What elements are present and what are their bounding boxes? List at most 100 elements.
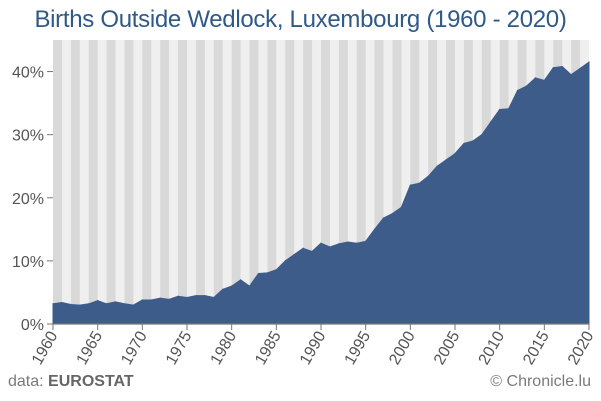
data-point xyxy=(552,67,554,69)
data-point xyxy=(195,295,197,297)
data-point xyxy=(284,260,286,262)
data-point xyxy=(508,108,510,110)
x-tick-label: 2010 xyxy=(476,328,509,367)
background-stripe xyxy=(303,40,313,324)
data-point xyxy=(275,269,277,271)
background-stripe xyxy=(356,40,366,324)
x-tick-label: 1995 xyxy=(342,328,375,367)
x-tick-label: 2015 xyxy=(520,328,553,367)
y-tick-label: 40% xyxy=(12,65,44,82)
data-point xyxy=(114,301,117,303)
data-point xyxy=(445,159,447,161)
data-point xyxy=(588,61,590,63)
data-point xyxy=(454,153,456,155)
background-stripe xyxy=(285,40,295,324)
data-point xyxy=(409,184,411,186)
x-tick-label: 2000 xyxy=(386,328,419,367)
data-point xyxy=(52,303,54,305)
background-stripe xyxy=(321,40,330,324)
data-point xyxy=(347,241,349,243)
y-axis-ticks: 0% 10% 20% 30% 40% xyxy=(12,65,53,334)
x-tick-label: 1970 xyxy=(118,328,151,367)
x-tick-label: 2005 xyxy=(431,328,464,367)
x-tick-label: 1980 xyxy=(208,328,241,367)
data-point xyxy=(302,247,304,249)
area-series xyxy=(52,61,590,325)
y-tick-label: 0% xyxy=(21,317,44,334)
y-tick-label: 20% xyxy=(12,191,44,208)
data-point xyxy=(561,65,563,68)
data-point xyxy=(240,279,242,281)
data-point xyxy=(132,304,134,306)
data-point xyxy=(525,85,528,87)
data-point xyxy=(382,217,385,219)
data-source: data: EUROSTAT xyxy=(8,373,134,391)
data-point xyxy=(490,121,492,123)
data-point xyxy=(293,253,295,256)
data-point xyxy=(204,295,206,297)
copyright-icon: © xyxy=(490,373,503,390)
data-source-prefix: data: xyxy=(8,373,44,390)
data-point xyxy=(311,250,313,253)
x-tick-label: 1965 xyxy=(74,328,107,367)
data-point xyxy=(123,303,126,305)
data-point xyxy=(418,182,420,184)
data-point xyxy=(570,74,572,76)
background-stripe xyxy=(142,40,152,324)
background-stripe xyxy=(70,40,80,324)
data-point xyxy=(543,79,545,81)
data-point xyxy=(356,242,358,244)
data-point xyxy=(463,142,465,145)
background-stripe xyxy=(213,40,223,324)
data-point xyxy=(186,296,188,299)
x-tick-label: 1990 xyxy=(297,328,330,367)
data-point xyxy=(472,140,474,142)
data-point xyxy=(150,299,152,301)
credit-text: Chronicle.lu xyxy=(506,373,591,390)
background-stripe xyxy=(231,40,241,324)
background-stripe xyxy=(178,40,187,324)
data-point xyxy=(338,243,340,245)
data-point xyxy=(61,301,63,304)
background-stripe xyxy=(195,40,205,324)
data-point xyxy=(70,303,72,306)
data-point xyxy=(516,89,519,92)
credit[interactable]: © Chronicle.lu xyxy=(490,373,591,391)
data-point xyxy=(436,165,438,167)
background-stripe xyxy=(124,40,134,324)
data-point xyxy=(534,77,537,79)
data-point xyxy=(579,67,581,69)
background-stripe xyxy=(88,40,98,324)
x-axis-ticks: 1960 1965 1970 1975 1980 1985 1990 1995 2000 2005… xyxy=(29,324,598,368)
series-area xyxy=(52,61,590,325)
y-tick-label: 30% xyxy=(12,128,44,145)
x-tick-label: 1975 xyxy=(163,328,196,367)
data-point xyxy=(141,299,143,301)
background-stripe xyxy=(249,40,259,324)
data-point xyxy=(257,272,260,275)
data-point xyxy=(222,288,224,290)
data-point xyxy=(427,175,429,177)
background-stripe xyxy=(338,40,348,324)
data-point xyxy=(88,303,90,305)
data-point xyxy=(79,304,81,306)
data-point xyxy=(365,240,367,242)
data-point xyxy=(374,228,376,230)
data-point xyxy=(320,242,322,244)
background-stripe xyxy=(392,40,402,324)
data-point xyxy=(177,295,179,297)
background-stripe xyxy=(53,40,62,324)
data-point xyxy=(400,206,402,208)
x-tick-label: 1985 xyxy=(252,328,285,367)
x-tick-label: 1960 xyxy=(29,328,62,367)
data-source-name: EUROSTAT xyxy=(48,373,134,390)
data-point xyxy=(106,303,108,305)
data-point xyxy=(329,246,331,248)
data-point xyxy=(168,298,170,300)
x-tick-label: 2020 xyxy=(565,328,598,367)
data-point xyxy=(159,297,161,299)
data-point xyxy=(248,285,251,287)
data-point xyxy=(97,300,99,302)
background-stripe xyxy=(410,40,420,324)
